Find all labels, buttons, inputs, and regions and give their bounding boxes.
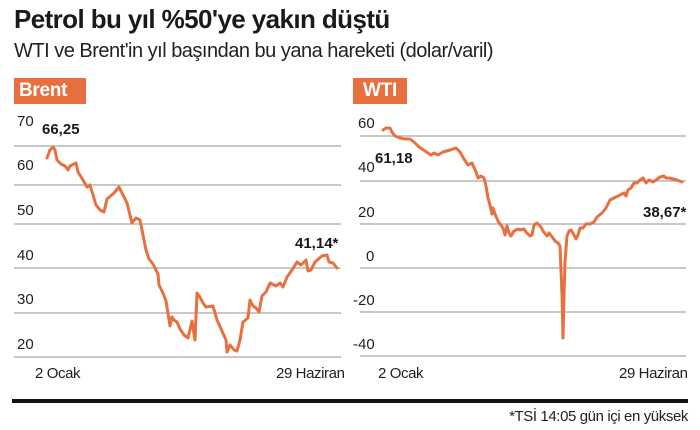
chart-title: Petrol bu yıl %50'ye yakın düştü: [14, 4, 390, 34]
brent-y-label: 70: [17, 113, 34, 130]
brent-end-value: 41,14*: [295, 235, 339, 252]
wti-y-label: 0: [366, 248, 374, 265]
brent-gridlines: [14, 145, 341, 358]
brent-start-value: 66,25: [42, 121, 80, 138]
charts-canvas: 70 60 50 40 30 20 66,25 41,14* 2 Ocak 29…: [14, 113, 688, 382]
brent-y-label: 40: [17, 247, 34, 264]
brent-x-start: 2 Ocak: [35, 365, 81, 382]
wti-chart: 60 40 20 0 -20 -40 61,18 38,67* 2 Ocak 2…: [353, 115, 688, 382]
wti-start-value: 61,18: [375, 150, 413, 167]
wti-end-value: 38,67*: [643, 204, 687, 221]
wti-x-end: 29 Haziran: [619, 365, 688, 382]
wti-y-label: -20: [353, 292, 375, 309]
brent-price-line: [45, 145, 339, 354]
brent-chart: 70 60 50 40 30 20 66,25 41,14* 2 Ocak 29…: [14, 113, 345, 382]
wti-y-label: 40: [358, 159, 375, 176]
bottom-divider: [12, 399, 688, 403]
wti-y-label: -40: [353, 336, 375, 353]
wti-price-line: [381, 126, 684, 340]
brent-x-end: 29 Haziran: [276, 365, 345, 382]
brent-y-label: 50: [17, 202, 34, 219]
wti-y-label: 60: [358, 115, 375, 132]
wti-panel-badge: WTI: [353, 78, 407, 104]
wti-gridlines: [360, 135, 686, 357]
brent-y-label: 60: [17, 157, 34, 174]
footnote: *TSİ 14:05 gün içi en yüksek: [509, 408, 688, 425]
wti-y-label: 20: [358, 204, 375, 221]
brent-y-label: 30: [17, 291, 34, 308]
chart-subtitle: WTI ve Brent'in yıl başından bu yana har…: [14, 40, 494, 62]
wti-x-start: 2 Ocak: [378, 365, 424, 382]
brent-y-label: 20: [17, 336, 34, 353]
brent-panel-badge: Brent: [14, 78, 86, 104]
